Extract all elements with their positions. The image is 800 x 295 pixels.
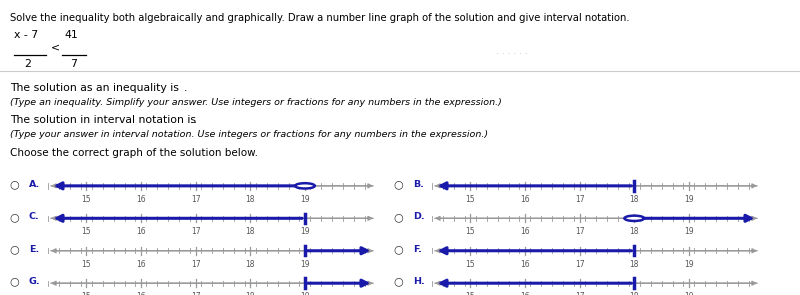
Text: 15: 15 (466, 260, 475, 269)
Text: 16: 16 (136, 292, 146, 295)
Text: A.: A. (29, 180, 40, 189)
Text: 19: 19 (684, 195, 694, 204)
Text: 17: 17 (190, 195, 201, 204)
Text: ○: ○ (394, 244, 403, 254)
Text: 19: 19 (300, 227, 310, 237)
Text: The solution in interval notation is: The solution in interval notation is (10, 115, 199, 125)
Text: E.: E. (29, 245, 39, 254)
Text: 16: 16 (136, 195, 146, 204)
Text: .: . (184, 83, 187, 93)
Text: 18: 18 (630, 292, 639, 295)
Text: B.: B. (413, 180, 424, 189)
Text: 41: 41 (64, 30, 78, 40)
Text: x - 7: x - 7 (14, 30, 38, 40)
Text: 19: 19 (684, 227, 694, 237)
Text: 17: 17 (190, 227, 201, 237)
Text: D.: D. (413, 212, 425, 221)
Text: 15: 15 (466, 227, 475, 237)
Text: 17: 17 (190, 292, 201, 295)
Text: 17: 17 (574, 195, 585, 204)
Text: 17: 17 (574, 227, 585, 237)
Text: 18: 18 (246, 292, 255, 295)
Text: 17: 17 (574, 260, 585, 269)
Text: 19: 19 (300, 260, 310, 269)
Text: · · · · · ·: · · · · · · (496, 50, 528, 59)
Text: 16: 16 (520, 195, 530, 204)
Text: 7: 7 (70, 59, 78, 69)
Text: 15: 15 (466, 195, 475, 204)
Text: 2: 2 (24, 59, 31, 69)
Text: ○: ○ (394, 277, 403, 287)
Circle shape (295, 183, 314, 189)
Text: 16: 16 (520, 292, 530, 295)
Text: 18: 18 (246, 227, 255, 237)
Text: .: . (194, 115, 197, 125)
Text: F.: F. (413, 245, 422, 254)
Text: 18: 18 (246, 260, 255, 269)
Text: ○: ○ (394, 212, 403, 222)
Text: Solve the inequality both algebraically and graphically. Draw a number line grap: Solve the inequality both algebraically … (10, 13, 630, 23)
Text: (Type an inequality. Simplify your answer. Use integers or fractions for any num: (Type an inequality. Simplify your answe… (10, 98, 502, 107)
Text: 19: 19 (684, 260, 694, 269)
Text: 19: 19 (684, 292, 694, 295)
Circle shape (625, 216, 644, 221)
Text: 16: 16 (136, 227, 146, 237)
Text: 15: 15 (82, 195, 91, 204)
Text: 19: 19 (300, 292, 310, 295)
Text: 18: 18 (630, 195, 639, 204)
Text: 16: 16 (136, 260, 146, 269)
Text: ○: ○ (10, 277, 19, 287)
Text: 17: 17 (574, 292, 585, 295)
Text: 19: 19 (300, 195, 310, 204)
Text: 15: 15 (82, 260, 91, 269)
Text: 16: 16 (520, 260, 530, 269)
Text: ○: ○ (10, 244, 19, 254)
Text: ○: ○ (394, 179, 403, 189)
Text: 18: 18 (630, 260, 639, 269)
Text: 15: 15 (82, 292, 91, 295)
Text: ○: ○ (10, 179, 19, 189)
Text: 18: 18 (246, 195, 255, 204)
Text: H.: H. (413, 277, 425, 286)
Text: <: < (50, 43, 59, 53)
Text: 16: 16 (520, 227, 530, 237)
Text: Choose the correct graph of the solution below.: Choose the correct graph of the solution… (10, 148, 258, 158)
Text: The solution as an inequality is: The solution as an inequality is (10, 83, 182, 93)
Text: C.: C. (29, 212, 39, 221)
Text: 15: 15 (82, 227, 91, 237)
Text: ○: ○ (10, 212, 19, 222)
Text: 15: 15 (466, 292, 475, 295)
Text: 18: 18 (630, 227, 639, 237)
Text: 17: 17 (190, 260, 201, 269)
Text: G.: G. (29, 277, 41, 286)
Text: (Type your answer in interval notation. Use integers or fractions for any number: (Type your answer in interval notation. … (10, 130, 488, 140)
